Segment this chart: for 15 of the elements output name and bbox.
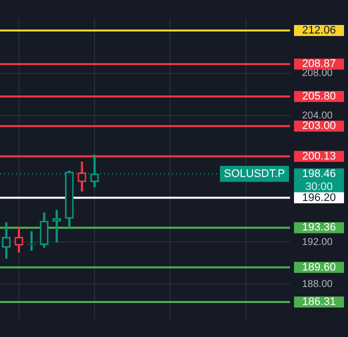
ref-line-label: 189.60 — [302, 261, 336, 274]
y-tick-label: 192.00 — [302, 236, 334, 248]
ref-line-label: 193.36 — [302, 222, 336, 234]
ref-line-label: 208.87 — [302, 58, 336, 70]
annotation: SOLUSDT.P — [224, 168, 286, 180]
y-tick-label: 188.00 — [302, 278, 334, 290]
ref-line-label: 186.31 — [302, 296, 336, 308]
ref-line-label: 200.13 — [302, 150, 336, 162]
ref-line-label: 196.20 — [302, 192, 336, 204]
ref-line-label: 198.46 — [302, 168, 336, 180]
ref-line-label: 205.80 — [302, 90, 336, 103]
y-tick-label: 204.00 — [302, 110, 334, 122]
ref-line-label: 203.00 — [302, 120, 336, 132]
text: 30:00 — [305, 180, 333, 193]
ref-line-label: 212.06 — [302, 24, 336, 37]
